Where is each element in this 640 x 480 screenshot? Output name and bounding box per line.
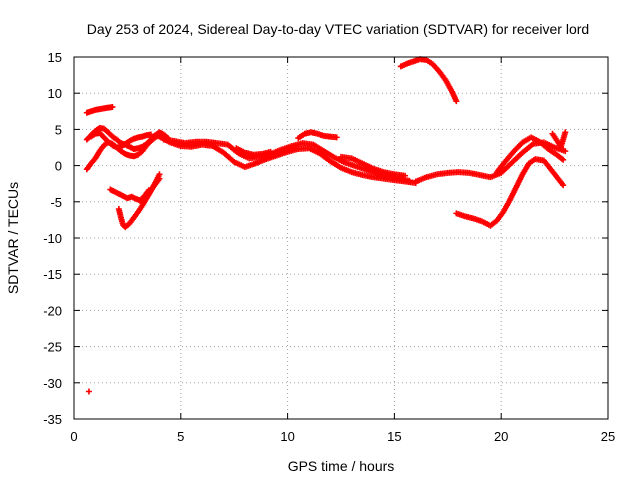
x-axis-label: GPS time / hours [288,458,395,474]
y-tick-label: -30 [43,376,62,391]
y-tick-label: -35 [43,412,62,427]
data-points [83,56,569,395]
x-tick-label: 0 [70,429,77,444]
data-point [333,134,340,141]
data-point [85,388,92,395]
y-tick-label: -5 [50,195,62,210]
y-tick-label: -10 [43,231,62,246]
y-tick-label: 15 [48,50,62,65]
y-tick-label: 5 [55,122,62,137]
y-tick-label: -15 [43,267,62,282]
y-tick-label: 0 [55,159,62,174]
axis-ticks: 0 5 10 15 20 25 15 10 5 0 -5 -10 -15 -20 -25 -30 -35 [43,50,615,444]
y-axis-label: SDTVAR / TECUs [5,182,21,294]
data-point [402,172,409,179]
x-tick-label: 5 [177,429,184,444]
data-point [562,148,569,155]
data-point [267,148,274,155]
y-tick-label: 10 [48,86,62,101]
x-tick-label: 15 [387,429,401,444]
data-point [560,156,567,163]
data-point [562,129,569,136]
data-point [156,175,163,182]
data-point [147,131,154,138]
grid [74,57,608,419]
data-point [109,103,116,110]
x-tick-label: 20 [494,429,508,444]
data-point [560,182,567,189]
x-tick-label: 10 [280,429,294,444]
y-tick-label: -20 [43,303,62,318]
y-tick-label: -25 [43,340,62,355]
x-tick-label: 25 [601,429,615,444]
data-point [453,98,460,105]
chart-title: Day 253 of 2024, Sidereal Day-to-day VTE… [87,21,589,37]
data-point [406,177,413,184]
